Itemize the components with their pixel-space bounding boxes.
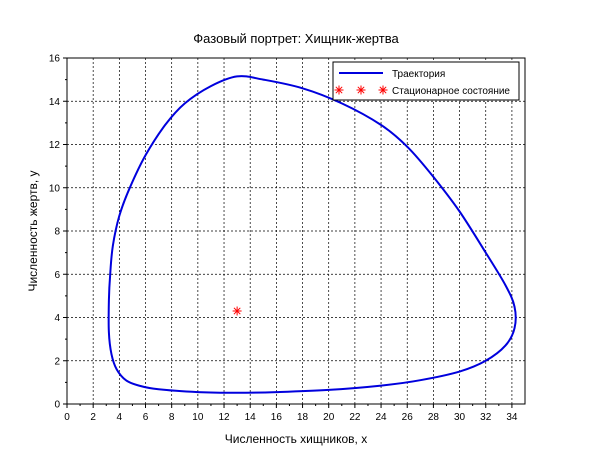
x-tick-label: 8 [169,412,175,423]
x-tick-label: 24 [375,412,387,423]
y-tick-label: 12 [49,140,61,151]
y-tick-label: 6 [54,270,60,281]
x-tick-label: 4 [117,412,123,423]
legend-steady-state-marker [378,85,388,95]
x-tick-label: 30 [454,412,466,423]
legend-marker-samples [334,85,388,95]
data-series [107,75,517,394]
steady-state-marker [232,306,242,316]
legend-label-steady-state: Стационарное состояние [392,86,510,97]
legend-box [332,61,520,101]
chart-title: Фазовый портрет: Хищник-жертва [193,31,399,46]
x-tick-label: 16 [271,412,283,423]
x-tick-label: 26 [402,412,414,423]
y-tick-label: 0 [54,400,60,411]
axis-ticks: 0 2 4 6 8 10 12 14 16 18 20 22 24 26 28 30 32 34024681012… [49,54,518,424]
legend-steady-state-marker [334,85,344,95]
x-tick-label: 0 [64,412,70,423]
x-tick-label: 2 [90,412,96,423]
x-tick-label: 10 [192,412,204,423]
x-tick-label: 20 [323,412,335,423]
y-tick-label: 16 [49,54,61,65]
y-tick-label: 14 [49,97,61,108]
legend-steady-state-marker [356,85,366,95]
grid [67,58,525,404]
legend-label-trajectory: Траектория [392,69,445,80]
y-tick-label: 8 [54,227,60,238]
legend: Траектория Стационарное состояние [332,61,520,101]
trajectory-line [107,75,517,394]
x-tick-label: 18 [297,412,309,423]
x-axis-title: Численность хищников, x [225,432,367,446]
x-tick-label: 14 [245,412,257,423]
y-tick-label: 10 [49,183,61,194]
x-tick-label: 32 [480,412,492,423]
y-tick-label: 2 [54,356,60,367]
x-tick-label: 22 [349,412,361,423]
x-tick-label: 12 [218,412,230,423]
x-tick-label: 28 [428,412,440,423]
x-tick-label: 34 [506,412,518,423]
x-tick-label: 6 [143,412,149,423]
y-tick-label: 4 [54,313,60,324]
y-axis-title: Численность жертв, y [26,170,40,291]
